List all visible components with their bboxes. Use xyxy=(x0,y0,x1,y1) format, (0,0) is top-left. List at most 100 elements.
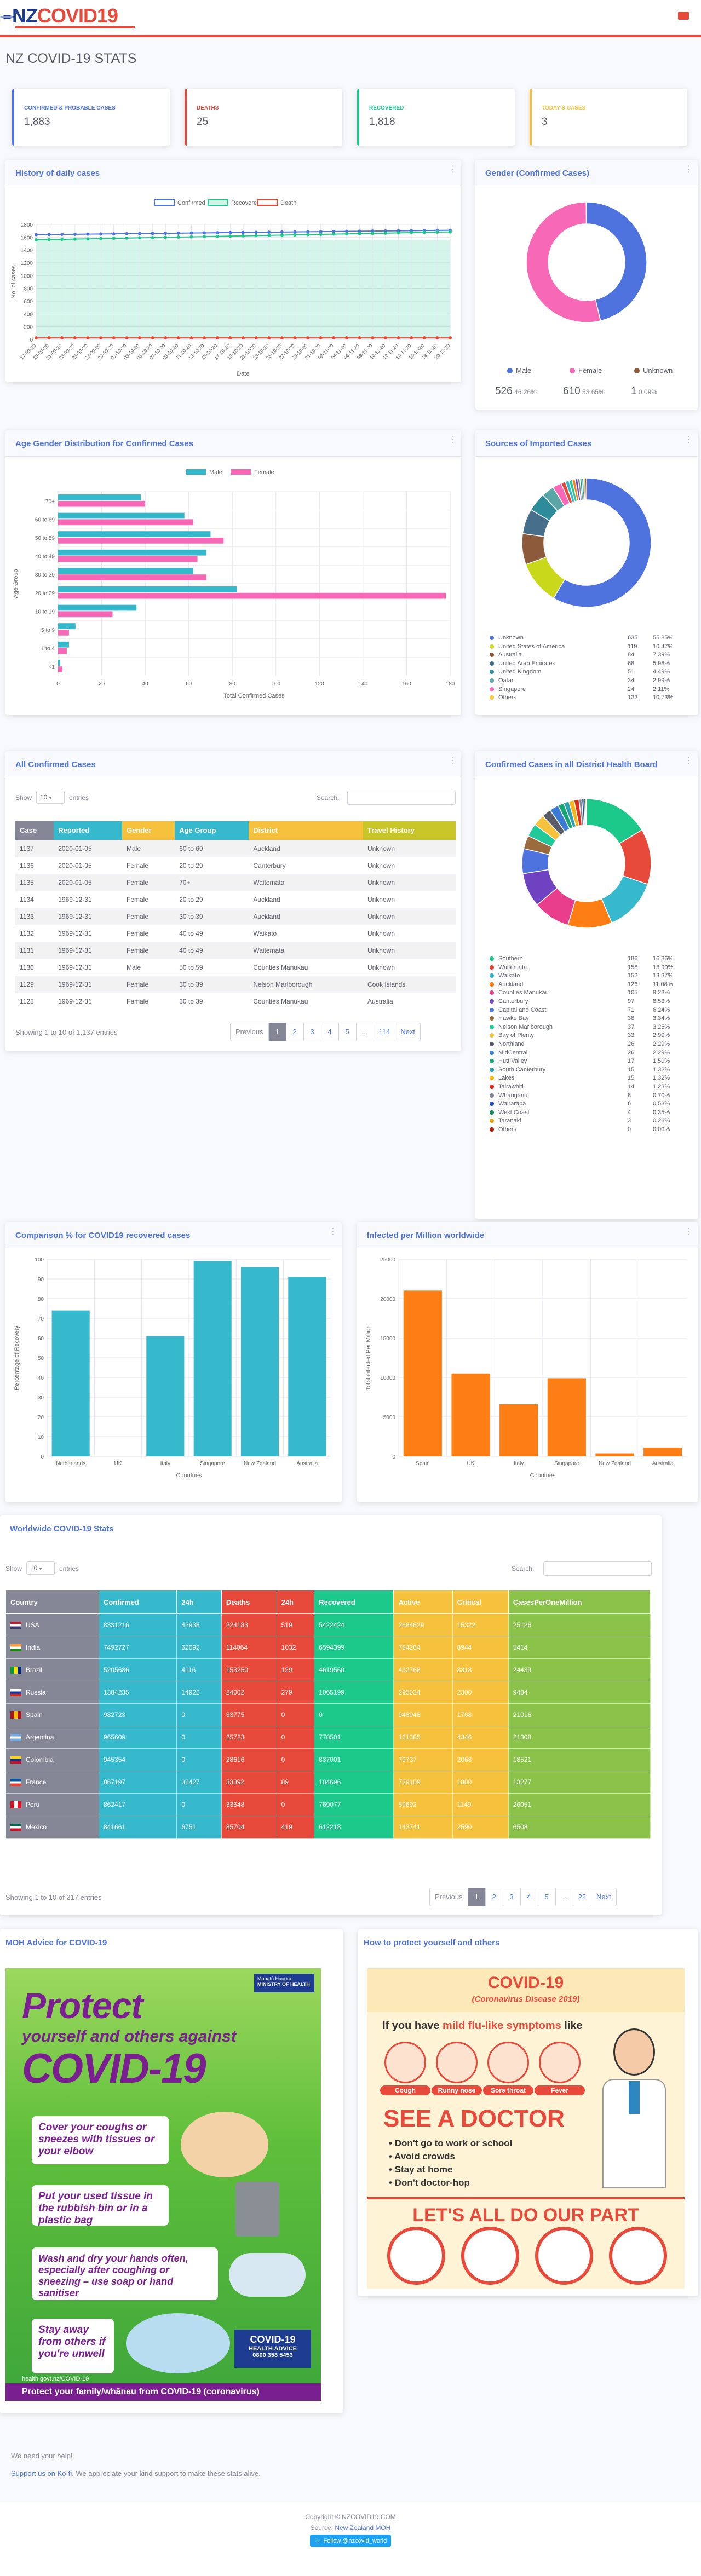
more-vertical-icon[interactable]: ⋮ xyxy=(448,435,457,445)
recovered-point xyxy=(293,233,297,237)
page-button[interactable]: 5 xyxy=(537,1888,555,1906)
cases-search-input[interactable] xyxy=(347,791,456,805)
table-row: Peru 862417 0 33648 0 769077 59692 1149 26051 xyxy=(5,1793,651,1816)
page-button[interactable]: 4 xyxy=(520,1888,538,1906)
legend-count: 68 xyxy=(628,660,635,667)
world-entries-select[interactable]: 10 ▾ xyxy=(26,1561,55,1575)
column-header[interactable]: Recovered xyxy=(314,1590,394,1614)
legend-item: Auckland 126 11.08% xyxy=(490,981,687,988)
y-tick-label: 20 xyxy=(38,1415,44,1421)
legend-percent: 2.11% xyxy=(653,685,670,693)
more-vertical-icon[interactable]: ⋮ xyxy=(685,165,693,174)
page-button[interactable]: 2 xyxy=(485,1888,503,1906)
column-header[interactable]: CasesPerOneMillion xyxy=(508,1590,651,1614)
page-button[interactable]: 114 xyxy=(373,1023,395,1041)
y-tick-label: 70 xyxy=(38,1316,44,1322)
table-cell: Waitemata xyxy=(249,941,363,959)
page-button[interactable]: 2 xyxy=(285,1023,303,1041)
column-header[interactable]: Active xyxy=(393,1590,453,1614)
legend-swatch xyxy=(208,199,228,206)
more-vertical-icon[interactable]: ⋮ xyxy=(448,756,457,765)
page-button[interactable]: 5 xyxy=(338,1023,356,1041)
y-tick-label: 1200 xyxy=(21,261,33,267)
column-header[interactable]: Gender xyxy=(122,821,175,840)
card-title: Worldwide COVID-19 Stats xyxy=(10,1524,114,1534)
y-tick-label: 10 xyxy=(38,1434,44,1440)
kofi-link[interactable]: Support us on Ko-fi xyxy=(11,2469,72,2477)
recovered-point xyxy=(410,230,413,234)
column-header[interactable]: Travel History xyxy=(363,821,456,840)
legend-count: 15 xyxy=(628,1066,635,1073)
legend-count: 3 xyxy=(628,1117,631,1125)
site-logo[interactable]: NZ COVID19 xyxy=(12,4,118,27)
page-button[interactable]: 1 xyxy=(268,1023,286,1041)
legend-label: Canterbury xyxy=(498,998,528,1005)
x-tick-label: 0 xyxy=(56,681,60,687)
column-header[interactable]: Country xyxy=(5,1590,99,1614)
legend-item: West Coast 4 0.35% xyxy=(490,1109,687,1116)
more-vertical-icon[interactable]: ⋮ xyxy=(685,756,693,765)
death-point xyxy=(397,336,400,340)
recovered-point xyxy=(358,232,361,235)
prev-page-button[interactable]: Previous xyxy=(231,1023,268,1041)
column-header[interactable]: Age Group xyxy=(175,821,249,840)
next-page-button[interactable]: Next xyxy=(591,1888,616,1906)
table-cell: Unknown xyxy=(363,941,456,959)
x-tick-label: UK xyxy=(114,1461,122,1467)
prev-page-button[interactable]: Previous xyxy=(430,1888,468,1906)
more-vertical-icon[interactable]: ⋮ xyxy=(685,1227,693,1236)
stat-recovered: RECOVERED 1,818 xyxy=(357,89,515,146)
doctor-illustration xyxy=(597,2028,668,2193)
column-header[interactable]: Critical xyxy=(452,1590,509,1614)
column-header[interactable]: Deaths xyxy=(221,1590,277,1614)
table-row: Spain 982723 0 33775 0 0 948948 1768 21016 xyxy=(5,1703,651,1726)
x-tick-label: 40 xyxy=(142,681,149,687)
more-vertical-icon[interactable]: ⋮ xyxy=(685,435,693,445)
card-header: Infected per Million worldwide ⋮ xyxy=(357,1222,698,1248)
legend-percent: 5.98% xyxy=(653,660,670,667)
column-header[interactable]: 24h xyxy=(276,1590,315,1614)
moh-source-link[interactable]: New Zealand MOH xyxy=(335,2524,391,2532)
help-text: We need your help! xyxy=(11,2452,73,2460)
world-search-input[interactable] xyxy=(543,1561,652,1576)
next-page-button[interactable]: Next xyxy=(395,1023,421,1041)
table-cell: 33648 xyxy=(221,1793,277,1816)
page-button[interactable]: 22 xyxy=(572,1888,591,1906)
legend-label: Unknown xyxy=(498,635,524,641)
page-button[interactable]: 1 xyxy=(467,1888,485,1906)
bar xyxy=(288,1277,326,1456)
column-header[interactable]: Confirmed xyxy=(98,1590,177,1614)
y-tick-label: 0 xyxy=(41,1454,44,1460)
legend-label: United States of America xyxy=(498,643,565,650)
column-header[interactable]: Reported xyxy=(54,821,122,840)
page-button[interactable]: ... xyxy=(555,1888,573,1906)
column-header[interactable]: Case xyxy=(15,821,54,840)
advice-bullet: • Avoid crowds xyxy=(389,2151,455,2162)
twitter-follow-button[interactable]: 🐦 Follow @nzcovid_world xyxy=(310,2535,391,2547)
country-name: Mexico xyxy=(26,1823,47,1831)
page-button[interactable]: 3 xyxy=(303,1023,321,1041)
page-button[interactable]: 3 xyxy=(502,1888,520,1906)
legend-count: 15 xyxy=(628,1075,635,1082)
flag-icon[interactable] xyxy=(678,12,689,20)
confirmed-point xyxy=(306,230,310,234)
page-button[interactable]: 4 xyxy=(320,1023,338,1041)
legend-count: 26 xyxy=(628,1049,635,1056)
more-vertical-icon[interactable]: ⋮ xyxy=(329,1227,337,1236)
column-header[interactable]: District xyxy=(249,821,363,840)
legend-swatch xyxy=(490,644,494,649)
table-header-row: Case Reported Gender Age Group District Trave… xyxy=(15,821,456,840)
legend-item: MidCentral 26 2.29% xyxy=(490,1049,687,1057)
table-cell: Peru xyxy=(5,1793,99,1816)
legend-percent: 1.23% xyxy=(653,1084,670,1090)
column-header[interactable]: 24h xyxy=(176,1590,222,1614)
more-vertical-icon[interactable]: ⋮ xyxy=(448,165,457,174)
legend-count: 24 xyxy=(628,685,635,693)
legend-swatch xyxy=(490,982,494,987)
legend-percent: 1.50% xyxy=(653,1058,670,1065)
y-tick-label: 800 xyxy=(24,286,33,292)
y-tick-label: 30 xyxy=(38,1395,44,1401)
stat-value: 3 xyxy=(542,116,548,128)
page-button[interactable]: ... xyxy=(355,1023,374,1041)
entries-select[interactable]: 10 ▾ xyxy=(36,791,65,804)
